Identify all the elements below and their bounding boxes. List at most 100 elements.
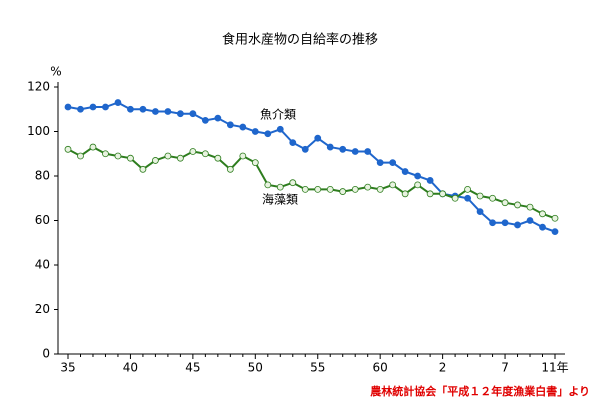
data-point (539, 210, 546, 218)
data-point (102, 103, 109, 111)
data-point (489, 194, 496, 202)
data-point (89, 103, 97, 111)
data-point (514, 201, 521, 209)
data-point (127, 154, 134, 162)
data-point (351, 185, 359, 193)
data-point (401, 190, 409, 198)
data-point (501, 219, 509, 227)
data-point (464, 185, 471, 193)
x-tick-label: 50 (248, 361, 263, 375)
data-point (226, 121, 234, 129)
x-tick-label: 40 (123, 361, 138, 375)
y-tick-label: 60 (35, 213, 50, 227)
x-tick-label: 7 (501, 361, 509, 375)
data-point (376, 159, 384, 167)
series-line (67, 145, 556, 220)
data-point (201, 116, 209, 124)
data-point (289, 179, 297, 187)
data-point (414, 172, 422, 180)
x-tick-label: 45 (185, 361, 200, 375)
series-line (67, 101, 556, 233)
data-point (514, 221, 521, 229)
x-tick-label: 55 (310, 361, 325, 375)
chart-title: 食用水産物の自給率の推移 (222, 32, 378, 48)
data-point (551, 214, 559, 222)
data-point (476, 208, 484, 216)
x-tick-label: 35 (60, 361, 75, 375)
data-point (376, 185, 384, 193)
data-point (164, 108, 172, 115)
data-point (414, 181, 422, 189)
data-point (214, 114, 222, 122)
data-point (339, 145, 347, 153)
x-tick-label: 2 (439, 361, 447, 375)
data-point (201, 150, 209, 158)
data-point (114, 152, 122, 160)
data-point (339, 188, 347, 195)
x-tick-label: 60 (373, 361, 388, 375)
data-point (164, 152, 172, 160)
data-point (439, 190, 447, 198)
y-tick-label: 100 (27, 124, 50, 138)
data-point (189, 110, 197, 118)
data-point (451, 194, 459, 202)
data-point (239, 123, 247, 131)
data-point (389, 181, 397, 189)
data-point (139, 105, 147, 113)
data-point (551, 228, 559, 236)
data-point (301, 185, 309, 193)
data-point (501, 199, 509, 207)
data-point (401, 168, 409, 175)
data-point (264, 181, 272, 189)
data-point (351, 148, 359, 155)
data-point (214, 154, 222, 162)
data-point (476, 192, 484, 200)
data-point (314, 134, 322, 142)
data-point (77, 105, 84, 113)
data-point (526, 217, 534, 224)
data-point (127, 105, 134, 113)
data-point (139, 165, 147, 173)
data-point (152, 108, 159, 115)
y-tick-label: 0 (42, 347, 50, 361)
data-point (102, 150, 109, 158)
data-point (389, 159, 397, 167)
y-tick-label: 80 (35, 169, 50, 183)
data-point (364, 183, 372, 191)
y-tick-label: 20 (35, 302, 50, 316)
y-tick-label: 120 (27, 80, 50, 94)
data-point (276, 183, 284, 191)
data-point (539, 223, 546, 231)
data-point (251, 128, 259, 135)
data-point (326, 143, 334, 151)
data-point (426, 177, 434, 184)
data-point (189, 148, 197, 155)
data-point (226, 165, 234, 173)
data-point (264, 130, 272, 138)
data-point (89, 143, 97, 151)
series-label: 魚介類 (260, 108, 296, 122)
data-point (239, 152, 247, 160)
x-tick-label: 11年 (541, 361, 568, 375)
data-point (426, 190, 434, 198)
y-unit: % (50, 65, 61, 79)
data-point (326, 185, 334, 193)
data-point (276, 125, 284, 133)
data-point (489, 219, 496, 227)
y-tick-label: 40 (35, 258, 50, 272)
data-point (176, 154, 184, 162)
data-point (64, 145, 72, 153)
series-label: 海藻類 (262, 192, 298, 207)
source-note: 農林統計協会「平成１２年度漁業白書」より (370, 384, 590, 398)
data-point (114, 99, 122, 106)
data-point (64, 103, 72, 111)
data-point (251, 159, 259, 167)
data-point (464, 194, 471, 202)
data-point (289, 139, 297, 147)
data-point (526, 203, 534, 211)
data-point (152, 157, 159, 164)
data-point (77, 152, 84, 160)
data-point (364, 148, 372, 155)
data-point (314, 185, 322, 193)
